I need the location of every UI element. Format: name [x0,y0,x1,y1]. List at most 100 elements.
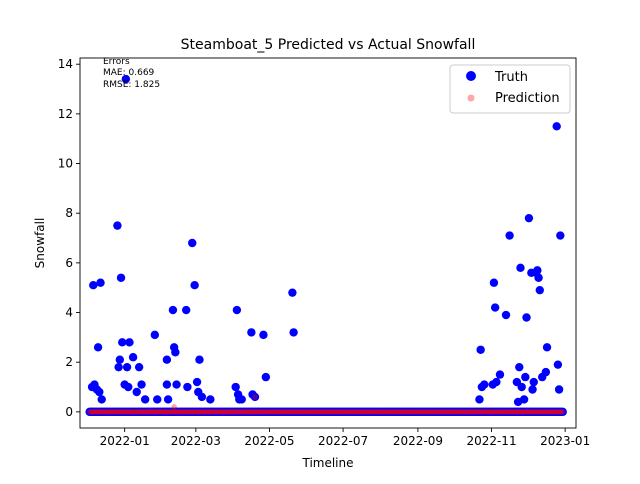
prediction-point [400,409,407,415]
prediction-point [101,409,107,415]
prediction-point [539,409,545,415]
truth-point [162,380,172,389]
prediction-point [316,409,322,415]
prediction-point [240,409,246,415]
annotation-line: Errors [103,57,130,67]
prediction-point [380,409,386,415]
prediction-point [109,409,116,415]
prediction-point [362,409,368,415]
y-tick-label: 12 [58,107,73,121]
truth-point [171,348,180,357]
prediction-point [428,409,434,415]
prediction-point [451,409,457,415]
prediction-point [103,409,110,415]
prediction-point [99,409,105,415]
prediction-point [105,409,111,415]
y-tick-label: 0 [65,405,73,419]
prediction-point [488,409,495,415]
truth-point [137,380,146,389]
prediction-point [529,409,536,415]
prediction-point [375,409,381,415]
prediction-point [348,409,355,415]
prediction-point [206,409,212,415]
truth-point [93,343,103,352]
truth-point [288,288,297,297]
prediction-point [278,409,285,415]
prediction-point [322,409,328,415]
prediction-point [415,409,421,415]
legend-prediction-label: Prediction [495,91,560,106]
prediction-point [228,409,234,415]
prediction-point [214,409,221,415]
prediction-point [136,409,142,415]
truth-point [247,328,256,337]
prediction-point [153,409,159,415]
prediction-point [544,409,550,415]
prediction-point [234,409,240,415]
prediction-point [347,409,353,415]
y-axis-label: Snowfall [33,218,47,269]
prediction-point [287,409,293,415]
prediction-point [420,409,426,415]
prediction-point [298,409,304,415]
prediction-point [408,409,414,415]
truth-point [163,395,173,404]
truth-point [181,305,191,315]
x-tick-label: 2022-11 [466,434,516,448]
prediction-point [552,409,559,415]
truth-point [125,338,134,347]
prediction-point [315,409,321,415]
prediction-point [309,409,315,415]
prediction-point [383,409,390,415]
prediction-point [102,409,108,415]
prediction-point [336,409,343,415]
prediction-point [409,409,415,415]
truth-point [237,395,246,404]
prediction-point [379,409,385,415]
truth-point [492,377,501,387]
prediction-point [344,409,350,415]
prediction-point [269,409,275,415]
prediction-point [319,409,326,415]
prediction-point [478,409,484,415]
prediction-point [494,409,501,415]
truth-point [505,231,514,240]
prediction-point [175,409,181,415]
prediction-point [141,409,147,415]
prediction-point [510,409,516,415]
prediction-point [187,409,193,415]
prediction-point [138,409,145,415]
prediction-point [499,409,505,415]
prediction-point [192,409,198,415]
prediction-point [173,409,180,415]
prediction-point [369,409,375,415]
prediction-point [151,409,157,415]
prediction-point [356,409,362,415]
prediction-point [208,409,215,415]
prediction-point [441,409,448,415]
prediction-point [161,409,168,415]
prediction-point [445,409,451,415]
prediction-point [237,409,244,415]
prediction-point [95,409,101,415]
prediction-point [107,409,113,415]
truth-point [541,367,551,377]
truth-point [259,330,268,340]
truth-point [122,362,132,372]
truth-point [554,385,564,394]
prediction-point [480,409,486,415]
prediction-point [122,409,128,415]
prediction-point [318,409,324,415]
prediction-point [429,409,435,415]
prediction-point [462,409,468,415]
prediction-point [359,409,365,415]
prediction-point [176,409,182,415]
prediction-point [437,409,443,415]
prediction-point [171,409,177,415]
truth-point [535,285,544,295]
prediction-point [522,409,528,415]
prediction-point [376,409,382,415]
prediction-point [186,409,192,415]
prediction-point [88,409,94,415]
prediction-point [294,409,300,415]
